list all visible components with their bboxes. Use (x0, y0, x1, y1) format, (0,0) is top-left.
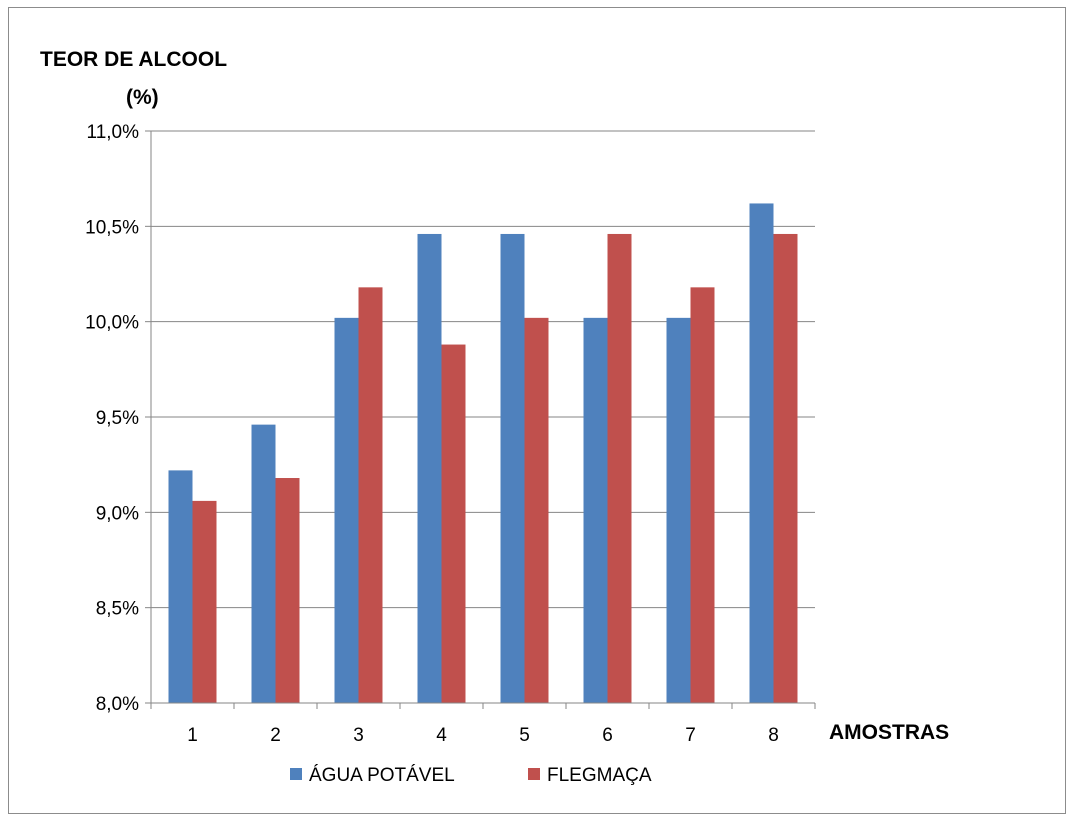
bar-flegmaca-4 (441, 344, 466, 703)
bar-agua-potavel-3 (334, 317, 359, 703)
bar-flegmaca-8 (773, 233, 798, 703)
legend-swatch-flegmaca (528, 768, 540, 780)
y-axis-label-line-1: TEOR DE ALCOOL (40, 48, 227, 71)
legend-label-flegmaca: FLEGMAÇA (547, 765, 652, 786)
bar-agua-potavel-1 (168, 470, 193, 703)
bar-flegmaca-2 (275, 478, 300, 703)
y-tick-label: 9,5% (96, 408, 139, 429)
bar-flegmaca-1 (192, 500, 217, 703)
bar-flegmaca-5 (524, 317, 549, 703)
bar-agua-potavel-8 (749, 203, 774, 703)
x-tick-label: 4 (436, 725, 447, 746)
y-tick-label: 9,0% (96, 503, 139, 524)
y-tick-label: 11,0% (87, 122, 140, 143)
x-axis-label: AMOSTRAS (829, 721, 949, 744)
y-tick-label: 8,0% (96, 694, 139, 715)
bar-flegmaca-7 (690, 287, 715, 703)
y-tick-label: 10,0% (85, 313, 139, 334)
bar-agua-potavel-2 (251, 424, 276, 703)
x-tick-label: 7 (685, 725, 696, 746)
x-tick-label: 2 (270, 725, 281, 746)
bar-agua-potavel-5 (500, 233, 525, 703)
x-tick-label: 3 (353, 725, 364, 746)
x-axis-ticks: 1 2 3 4 5 6 7 8 (150, 703, 816, 746)
y-axis-label-line-2: (%) (126, 86, 159, 109)
x-tick-label: 1 (187, 725, 198, 746)
legend: ÁGUA POTÁVEL FLEGMAÇA (290, 765, 652, 786)
legend-swatch-agua-potavel (290, 768, 302, 780)
bar-agua-potavel-7 (666, 317, 691, 703)
y-tick-label: 8,5% (96, 599, 139, 620)
bars (168, 203, 798, 703)
y-axis-ticks: 8,0% 8,5% 9,0% 9,5% 10,0% 10,5% 11,0% (85, 122, 151, 715)
bar-agua-potavel-6 (583, 317, 608, 703)
legend-label-agua-potavel: ÁGUA POTÁVEL (309, 765, 455, 786)
bar-flegmaca-3 (358, 287, 383, 703)
bar-flegmaca-6 (607, 233, 632, 703)
bar-agua-potavel-4 (417, 233, 442, 703)
x-tick-label: 5 (519, 725, 530, 746)
y-tick-label: 10,5% (85, 217, 139, 238)
gridlines (151, 130, 815, 609)
x-tick-label: 8 (768, 725, 779, 746)
x-tick-label: 6 (602, 725, 613, 746)
